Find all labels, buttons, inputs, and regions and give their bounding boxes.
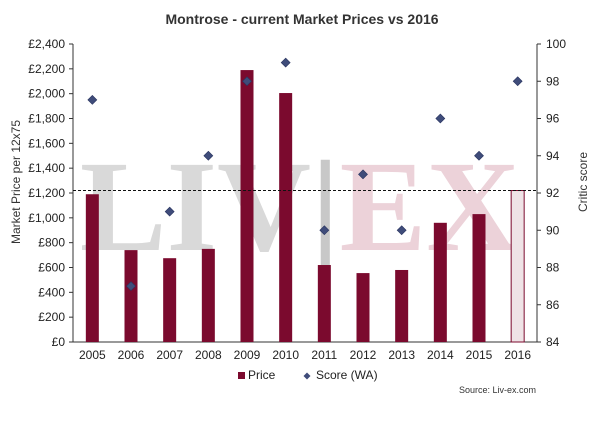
- x-tick-label: 2008: [195, 348, 222, 362]
- x-tick-label: 2013: [388, 348, 415, 362]
- y-tick-label-left: £2,400: [28, 37, 65, 51]
- score-point: [512, 76, 523, 87]
- score-point: [435, 113, 446, 124]
- score-point: [358, 169, 368, 180]
- x-tick-label: 2010: [272, 348, 299, 362]
- y-tick-label-right: 90: [546, 223, 560, 237]
- y-axis-left-label: Market Price per 12x75: [9, 120, 23, 244]
- price-bar: [510, 190, 525, 343]
- legend-price-swatch: [238, 372, 245, 379]
- y-tick-label-right: 84: [546, 335, 560, 349]
- x-tick-label: 2009: [234, 348, 261, 362]
- x-tick-label: 2014: [427, 348, 454, 362]
- y-tick-label-right: 96: [546, 112, 560, 126]
- price-bar: [356, 273, 370, 342]
- x-axis: 2005 2006 2007 2008 2009 2010 2011 2012 2013 2014…: [73, 341, 537, 362]
- price-bar: [395, 269, 409, 342]
- price-bar: [201, 248, 215, 342]
- score-point: [319, 225, 330, 236]
- score-point: [164, 206, 175, 217]
- y-tick-label-right: 86: [546, 298, 560, 312]
- price-bar: [317, 265, 331, 342]
- legend-price-label: Price: [248, 368, 276, 382]
- score-point: [474, 150, 484, 161]
- x-tick-label: 2005: [79, 348, 106, 362]
- legend-score-label: Score (WA): [316, 368, 378, 382]
- y-axis-right: 84 86 88 90 92 94 96 98 100: [536, 37, 566, 349]
- y-tick-label-right: 100: [546, 37, 566, 51]
- legend: Price Score (WA): [238, 368, 378, 382]
- y-tick-label-left: £400: [38, 285, 65, 299]
- x-tick-label: 2006: [118, 348, 145, 362]
- legend-score-swatch: [303, 372, 311, 380]
- y-tick-label-right: 98: [546, 74, 560, 88]
- score-points: [87, 57, 523, 292]
- price-bar: [163, 258, 177, 342]
- price-bar: [85, 194, 99, 342]
- y-tick-label-left: £600: [38, 261, 65, 275]
- x-tick-label: 2011: [311, 348, 337, 362]
- y-tick-label-left: £1,800: [28, 112, 65, 126]
- y-tick-label-right: 88: [546, 261, 560, 275]
- y-tick-label-left: £200: [38, 310, 65, 324]
- chart-title: Montrose - current Market Prices vs 2016: [165, 11, 438, 27]
- y-tick-label-left: £1,200: [28, 186, 65, 200]
- y-axis-left: £0 £200 £400 £600 £800 £1,000 £1,200 £1,400 £1,6…: [28, 37, 74, 349]
- score-point: [280, 57, 291, 68]
- score-point: [396, 225, 407, 236]
- y-tick-label-left: £1,000: [28, 211, 65, 225]
- y-tick-label-left: £1,600: [28, 136, 65, 150]
- price-bar: [472, 214, 486, 342]
- y-tick-label-right: 94: [546, 149, 560, 163]
- x-tick-label: 2015: [466, 348, 493, 362]
- score-point: [242, 76, 252, 87]
- price-bars: [85, 70, 525, 343]
- score-point: [203, 150, 214, 161]
- price-bar: [124, 250, 138, 342]
- x-tick-label: 2007: [156, 348, 183, 362]
- score-point: [87, 94, 98, 105]
- y-tick-label-left: £2,000: [28, 87, 65, 101]
- y-tick-label-left: £2,200: [28, 62, 65, 76]
- watermark-logo: LIV|EX: [80, 135, 520, 279]
- price-bar: [240, 70, 254, 342]
- score-point: [126, 281, 136, 292]
- watermark-text: LIV|EX: [80, 135, 520, 279]
- price-bar: [279, 93, 293, 342]
- y-tick-label-right: 92: [546, 186, 560, 200]
- source-note: Source: Liv-ex.com: [459, 385, 536, 395]
- y-tick-label-left: £0: [52, 335, 66, 349]
- y-tick-label-left: £800: [38, 236, 65, 250]
- y-tick-label-left: £1,400: [28, 161, 65, 175]
- y-axis-right-label: Critic score: [576, 152, 590, 212]
- price-bar: [433, 222, 447, 342]
- x-tick-label: 2012: [350, 348, 377, 362]
- x-tick-label: 2016: [504, 348, 531, 362]
